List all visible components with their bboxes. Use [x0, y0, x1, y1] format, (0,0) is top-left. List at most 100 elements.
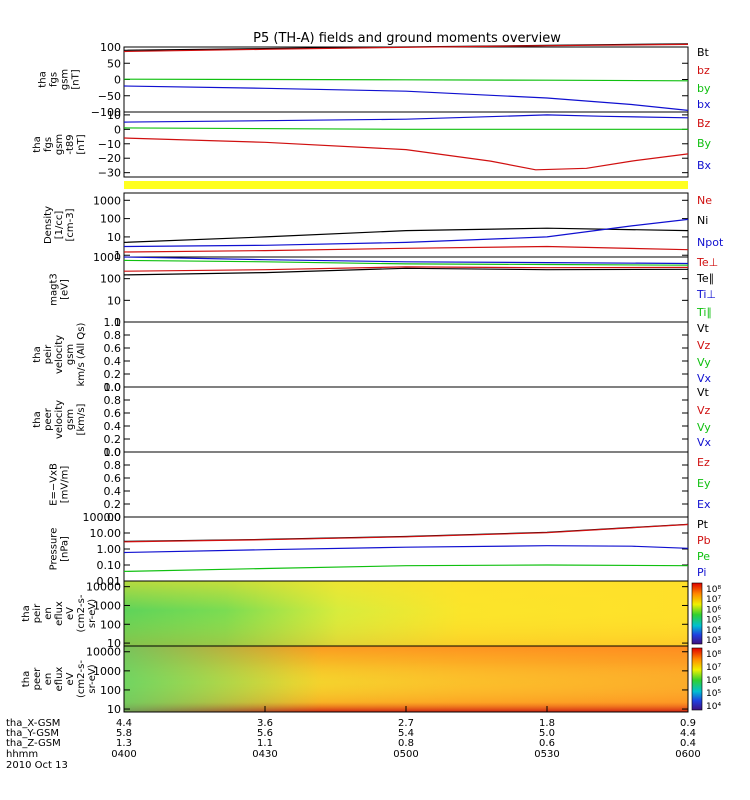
y-tick-label: 0.6	[104, 472, 122, 485]
y-axis-label-line: [nT]	[71, 69, 82, 89]
y-tick-label: 1	[114, 316, 121, 329]
y-tick-label: −50	[98, 90, 121, 103]
legend-entry: Npot	[697, 236, 724, 249]
y-axis-label-line: gsm	[65, 409, 76, 430]
y-axis-label-line: sr-eV)	[87, 599, 98, 628]
legend-entry: Pe	[697, 550, 710, 563]
series-line-Bz	[123, 137, 689, 171]
series-line-bz	[123, 43, 689, 53]
legend-entry: Ne	[697, 194, 712, 207]
y-tick-label: −30	[98, 167, 121, 180]
x-tick-label: 0530	[534, 749, 559, 760]
y-tick-label: 10000	[86, 646, 121, 659]
y-tick-label: 10	[107, 703, 121, 716]
y-tick-label: 0.2	[104, 498, 122, 511]
x-row-value: 1.1	[257, 738, 273, 749]
y-axis-label-line: tha	[32, 346, 43, 362]
series-line-Te⊥	[123, 266, 689, 272]
y-axis-label-line: [mV/m]	[60, 466, 71, 504]
y-axis-label-line: tha	[38, 71, 49, 87]
y-tick-label: 100	[100, 684, 121, 697]
panel-peir-energy-spectrogram: 10⁸10⁷10⁶10⁵10⁴10³10000100010010thapeire…	[21, 580, 721, 650]
x-time-label: hhmm	[6, 749, 38, 760]
x-row-value: 0.6	[539, 738, 555, 749]
y-tick-label: 1.00	[97, 543, 122, 556]
legend-entry: Vy	[697, 356, 711, 369]
y-axis-label: magt3[eV]	[49, 273, 71, 306]
y-axis-label-line: sr-eV)	[87, 664, 98, 693]
colorbar-scale	[691, 647, 703, 711]
y-axis-label-line: tha	[21, 671, 32, 687]
legend-entry: Pt	[697, 518, 709, 531]
legend-entry: Ti∥	[696, 306, 712, 319]
legend-entry: Vy	[697, 421, 711, 434]
legend-entry: Bz	[697, 117, 711, 130]
x-date-label: 2010 Oct 13	[6, 760, 68, 771]
series-line-Ti∥	[123, 259, 689, 266]
y-tick-label: 0.4	[104, 420, 122, 433]
series-line-Npot	[123, 218, 689, 248]
x-row-value: 2.7	[398, 718, 414, 729]
x-tick-label: 0500	[393, 749, 418, 760]
y-axis-label-line: fgs	[49, 72, 60, 87]
panel-frame	[123, 111, 689, 178]
series-line-Pb	[123, 523, 689, 543]
y-axis-label-line: [cm-3]	[65, 208, 76, 241]
legend-entry: by	[697, 82, 711, 95]
y-axis-label-line: eV	[65, 672, 76, 685]
y-tick-label: −10	[98, 138, 121, 151]
y-axis-label-line: Pressure	[49, 528, 60, 571]
panel-frame	[123, 321, 689, 388]
panel-temperature: 1000 100 10 1 magt3[eV] Te⊥ Te∥ Ti⊥ Ti∥	[49, 251, 719, 329]
x-row-value: 0.4	[680, 738, 696, 749]
y-axis-label: Pressure[nPa]	[49, 528, 71, 571]
x-tick-label: 0600	[675, 749, 700, 760]
y-tick-label: 0.8	[104, 329, 122, 342]
y-axis-label-line: peir	[32, 603, 43, 623]
y-axis-label-line: gsm	[54, 134, 65, 155]
y-axis-label-line: peir	[43, 344, 54, 364]
panel-density: 1000 100 10 1 Density[1/cc][cm-3] Ne Ni Npot	[43, 192, 724, 262]
y-tick-label: 1.0	[104, 381, 122, 394]
y-tick-label: 1000	[93, 665, 121, 678]
y-axis-label-line: [1/cc]	[54, 211, 65, 240]
y-tick-label: 0.0	[104, 511, 122, 524]
y-tick-label: 0	[114, 123, 121, 136]
mode-bar	[124, 181, 688, 189]
y-axis-label-line: E=−VxB	[49, 463, 60, 506]
y-tick-label: 0.6	[104, 342, 122, 355]
y-tick-label: 0.4	[104, 485, 122, 498]
spectrogram-low-energy-band	[124, 646, 688, 712]
colorbar-tick-label: 10⁶	[706, 676, 721, 686]
y-axis-label-line: eV	[65, 607, 76, 620]
y-tick-label: 100	[100, 213, 121, 226]
legend-entry: Ez	[697, 456, 710, 469]
y-axis-label-line: peer	[43, 407, 54, 431]
y-tick-label: 0.8	[104, 459, 122, 472]
colorbar-scale	[691, 582, 703, 645]
y-tick-label: 10000	[86, 581, 121, 594]
colorbar-tick-label: 10⁴	[706, 702, 721, 712]
x-tick-label: 0400	[111, 749, 136, 760]
y-tick-label: 100	[100, 273, 121, 286]
legend-entry: Ey	[697, 477, 711, 490]
y-tick-label: 1000	[93, 599, 121, 612]
y-axis-label-line: -t89	[65, 134, 76, 154]
x-row-value: 3.6	[257, 718, 273, 729]
y-axis-label-line: eflux	[54, 667, 65, 692]
series-line-Te∥	[123, 267, 689, 276]
y-tick-label: 50	[107, 57, 121, 70]
legend-entry: Pb	[697, 534, 711, 547]
y-tick-label: 0	[114, 74, 121, 87]
legend-entry: Te∥	[696, 272, 714, 285]
x-row-value: 4.4	[116, 718, 132, 729]
x-row-label: tha_Y-GSM	[6, 728, 59, 739]
colorbar-tick-label: 10⁸	[706, 585, 721, 595]
y-axis-label-line: velocity	[54, 400, 65, 439]
x-row-value: 0.8	[398, 738, 414, 749]
panel-frame	[123, 386, 689, 453]
legend-entry: Ni	[697, 214, 708, 227]
panel-frame	[123, 451, 689, 518]
